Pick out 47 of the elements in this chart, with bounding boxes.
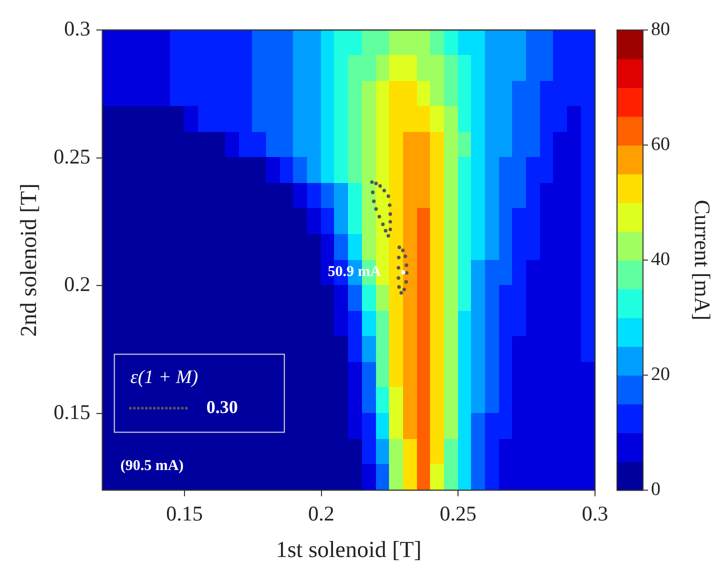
point — [374, 207, 378, 211]
point — [398, 246, 402, 250]
point — [401, 248, 405, 252]
color-bar-label: 20 — [651, 364, 670, 386]
point — [388, 212, 392, 216]
point — [374, 182, 378, 186]
color-bar-label: 80 — [651, 18, 670, 40]
x-axis-title: 1st solenoid [T] — [276, 537, 422, 562]
text: 0.30 — [206, 396, 238, 417]
point — [404, 271, 408, 275]
x-tick-label: 0.25 — [440, 501, 477, 526]
point — [372, 199, 376, 204]
point — [388, 220, 392, 224]
color-bar-title: Current [mA] — [690, 200, 716, 320]
y-tick-label: 0.3 — [64, 16, 90, 41]
point — [378, 184, 382, 188]
color-bar-label: 60 — [651, 134, 670, 156]
point — [399, 291, 404, 295]
point — [396, 266, 400, 270]
point — [386, 194, 390, 198]
y-tick-label: 0.25 — [54, 144, 90, 168]
point — [388, 228, 392, 232]
point — [384, 228, 388, 232]
point — [404, 263, 408, 268]
point — [381, 222, 385, 226]
color-bar-label: 40 — [651, 249, 670, 270]
point — [378, 214, 382, 218]
point — [382, 188, 386, 192]
y-tick-label: 0.2 — [64, 272, 90, 296]
color-bar-label: 0 — [651, 479, 660, 500]
point — [404, 254, 408, 258]
x-tick-label: 0.2 — [308, 501, 334, 526]
annotation: (90.5 mA) — [120, 458, 184, 474]
point — [396, 256, 401, 260]
point — [402, 288, 406, 292]
point — [386, 234, 390, 238]
x-tick-label: 0.15 — [166, 501, 203, 526]
point — [396, 276, 400, 280]
point — [388, 203, 392, 207]
legend-title: ε(1 + M) — [130, 367, 198, 388]
x-tick-label: 0.3 — [582, 501, 608, 526]
y-axis-title: 2nd solenoid [T] — [16, 183, 41, 337]
point — [370, 190, 375, 194]
y-tick-label: 0.15 — [54, 400, 90, 424]
point — [404, 280, 408, 284]
point — [370, 180, 374, 184]
point — [397, 285, 401, 289]
